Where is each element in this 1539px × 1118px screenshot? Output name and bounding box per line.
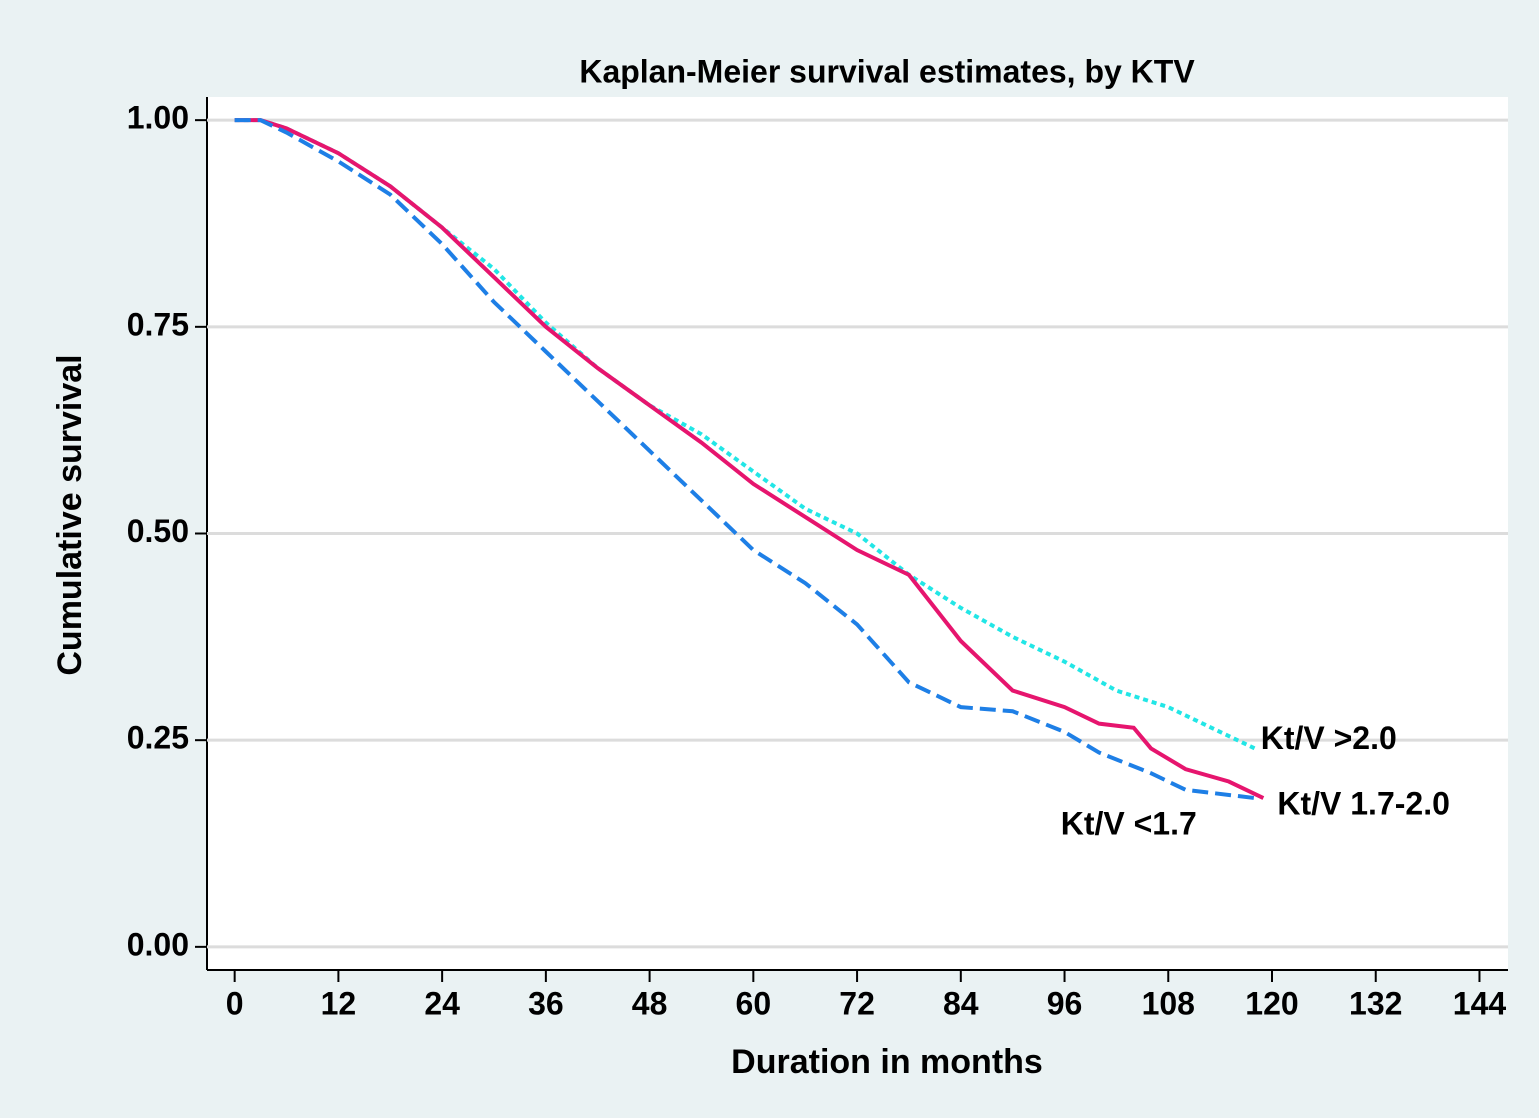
x-tick-label: 48 [632,985,668,1021]
series-label: Kt/V >2.0 [1261,720,1397,756]
survival-line [234,118,1255,801]
x-tick-label: 108 [1142,985,1195,1021]
x-tick-label: 24 [424,985,460,1021]
y-tick-label: 0.50 [127,513,189,549]
y-tick-label: 0.25 [127,720,189,756]
x-tick-label: 84 [943,985,979,1021]
x-tick-label: 120 [1245,985,1298,1021]
x-tick-label: 0 [226,985,244,1021]
series-label: Kt/V <1.7 [1061,805,1197,841]
y-tick-label: 0.00 [127,926,189,962]
x-tick-label: 72 [839,985,875,1021]
x-tick-label: 96 [1047,985,1083,1021]
x-tick-label: 132 [1349,985,1402,1021]
survival-line [234,118,1265,800]
survival-line [234,118,1256,751]
y-axis-label: Cumulative survival [51,354,89,675]
x-axis-label: Duration in months [731,1043,1043,1081]
x-tick-label: 60 [736,985,772,1021]
x-tick-label: 12 [321,985,357,1021]
x-tick-label: 36 [528,985,564,1021]
x-tick-label: 144 [1453,985,1507,1021]
y-tick-label: 1.00 [127,100,189,136]
series-label: Kt/V 1.7-2.0 [1277,785,1450,821]
y-tick-label: 0.75 [127,306,189,342]
chart-title: Kaplan-Meier survival estimates, by KTV [579,53,1195,89]
